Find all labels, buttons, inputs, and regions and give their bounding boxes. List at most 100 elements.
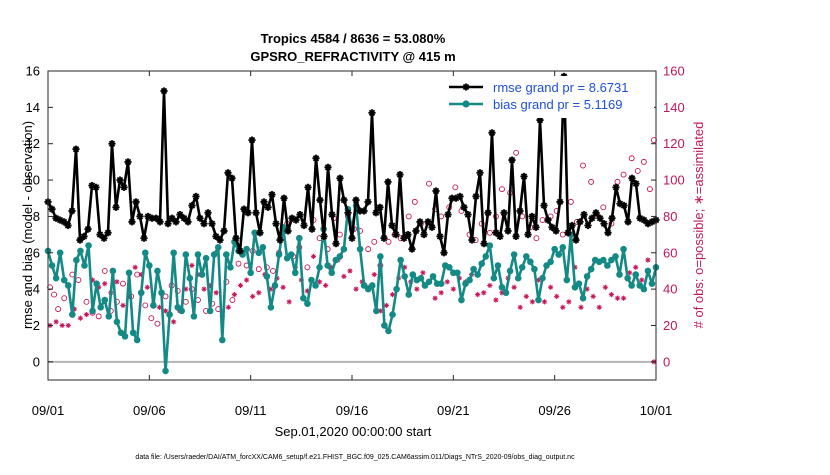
left-tick-label: 10 (26, 173, 40, 188)
rmse-point (244, 209, 252, 217)
legend-rmse-label: rmse grand pr = 8.6731 (493, 80, 629, 95)
rmse-point (556, 198, 564, 206)
assimilated-obs-point (639, 277, 645, 283)
possible-obs-point (486, 229, 493, 236)
rmse-point (308, 225, 316, 233)
rmse-point (496, 232, 504, 241)
x-tick-label: 09/16 (336, 403, 369, 418)
bias-point (312, 282, 319, 289)
assimilated-obs-point (596, 304, 602, 310)
rmse-point (340, 196, 348, 204)
possible-obs-point (51, 291, 58, 298)
bias-point (324, 262, 331, 269)
possible-obs-point (95, 313, 102, 320)
rmse-point (80, 232, 88, 241)
assimilated-obs-point (65, 322, 71, 329)
x-tick-label: 09/06 (133, 403, 166, 418)
rmse-point (48, 205, 56, 213)
rmse-point (584, 221, 592, 230)
bias-point (429, 273, 437, 280)
rmse-point (408, 245, 416, 253)
rmse-point (592, 209, 600, 217)
rmse-point (544, 216, 552, 224)
bias-point (393, 285, 400, 293)
bias-point (141, 249, 149, 257)
possible-obs-point (426, 180, 432, 187)
rmse-point (444, 210, 452, 219)
rmse-point (520, 172, 528, 181)
rmse-point (392, 230, 400, 239)
assimilated-obs-point (608, 291, 615, 298)
rmse-point (624, 218, 632, 226)
right-tick-label: 80 (663, 209, 677, 224)
bias-point (275, 251, 283, 258)
bias-point (328, 269, 336, 277)
assimilated-obs-point (120, 302, 126, 309)
rmse-point (536, 116, 544, 124)
x-tick-label: 09/26 (538, 403, 571, 418)
bias-point (531, 265, 538, 273)
bias-point (555, 251, 563, 258)
possible-obs-point (154, 320, 161, 327)
rmse-point (336, 174, 344, 182)
bias-point (616, 271, 623, 278)
rmse-point (412, 227, 420, 235)
rmse-point (504, 227, 512, 235)
right-tick-label: 120 (663, 136, 685, 151)
assimilated-obs-point (316, 279, 323, 285)
bias-point (69, 311, 76, 318)
bias-point (308, 276, 315, 284)
assimilated-obs-point (529, 299, 535, 305)
assimilated-obs-point (420, 270, 426, 276)
possible-obs-point (304, 264, 311, 271)
possible-obs-point (405, 213, 412, 220)
bias-point (52, 274, 60, 282)
rmse-point (396, 171, 404, 179)
assimilated-obs-point (602, 284, 608, 290)
bias-point (377, 253, 384, 260)
bias-point (223, 251, 230, 258)
assimilated-obs-point (560, 304, 566, 310)
assimilated-obs-point (620, 295, 627, 301)
assimilated-obs-point (614, 295, 621, 301)
rmse-point (232, 234, 240, 242)
rmse-point (140, 234, 148, 242)
rmse-point (332, 240, 340, 248)
bias-point (125, 269, 133, 277)
rmse-point (548, 223, 556, 231)
bias-point (486, 242, 494, 249)
legend: rmse grand pr = 8.6731 bias grand pr = 5… (446, 76, 654, 118)
rmse-point (284, 227, 292, 235)
rmse-point (316, 196, 324, 204)
possible-obs-point (229, 297, 236, 303)
bias-point (202, 254, 210, 262)
rmse-point (436, 232, 444, 241)
rmse-point (512, 232, 520, 241)
bias-point (539, 274, 546, 282)
possible-obs-point (235, 260, 242, 267)
rmse-point (384, 178, 392, 186)
left-tick-label: 16 (26, 64, 40, 79)
y-axis-right-label: # of obs: o=possible; ∗=assimilated (691, 122, 706, 329)
bias-point (291, 269, 299, 277)
bias-point (227, 264, 234, 271)
assimilated-obs-point (645, 257, 651, 263)
y-axis-left-label: rmse and bias (model - observation) (20, 121, 35, 329)
rmse-point (376, 203, 384, 211)
bias-point (385, 327, 392, 335)
rmse-point (84, 225, 92, 233)
right-tick-label: 20 (663, 318, 677, 333)
assimilated-obs-point (323, 282, 329, 289)
rmse-point (588, 214, 596, 222)
rmse-point (328, 210, 336, 219)
assimilated-obs-point (231, 291, 238, 298)
rmse-point (344, 209, 352, 217)
rmse-point (388, 221, 396, 230)
rmse-point (464, 210, 472, 219)
assimilated-obs-point (438, 290, 444, 296)
rmse-point (192, 192, 200, 201)
right-axis-ticks: 0 20 40 60 80 100 120 140 160 (651, 64, 685, 369)
bias-point (210, 251, 218, 258)
chart-title-line-1: Tropics 4584 / 8636 = 53.080% (261, 31, 446, 46)
assimilated-obs-point (548, 284, 554, 290)
